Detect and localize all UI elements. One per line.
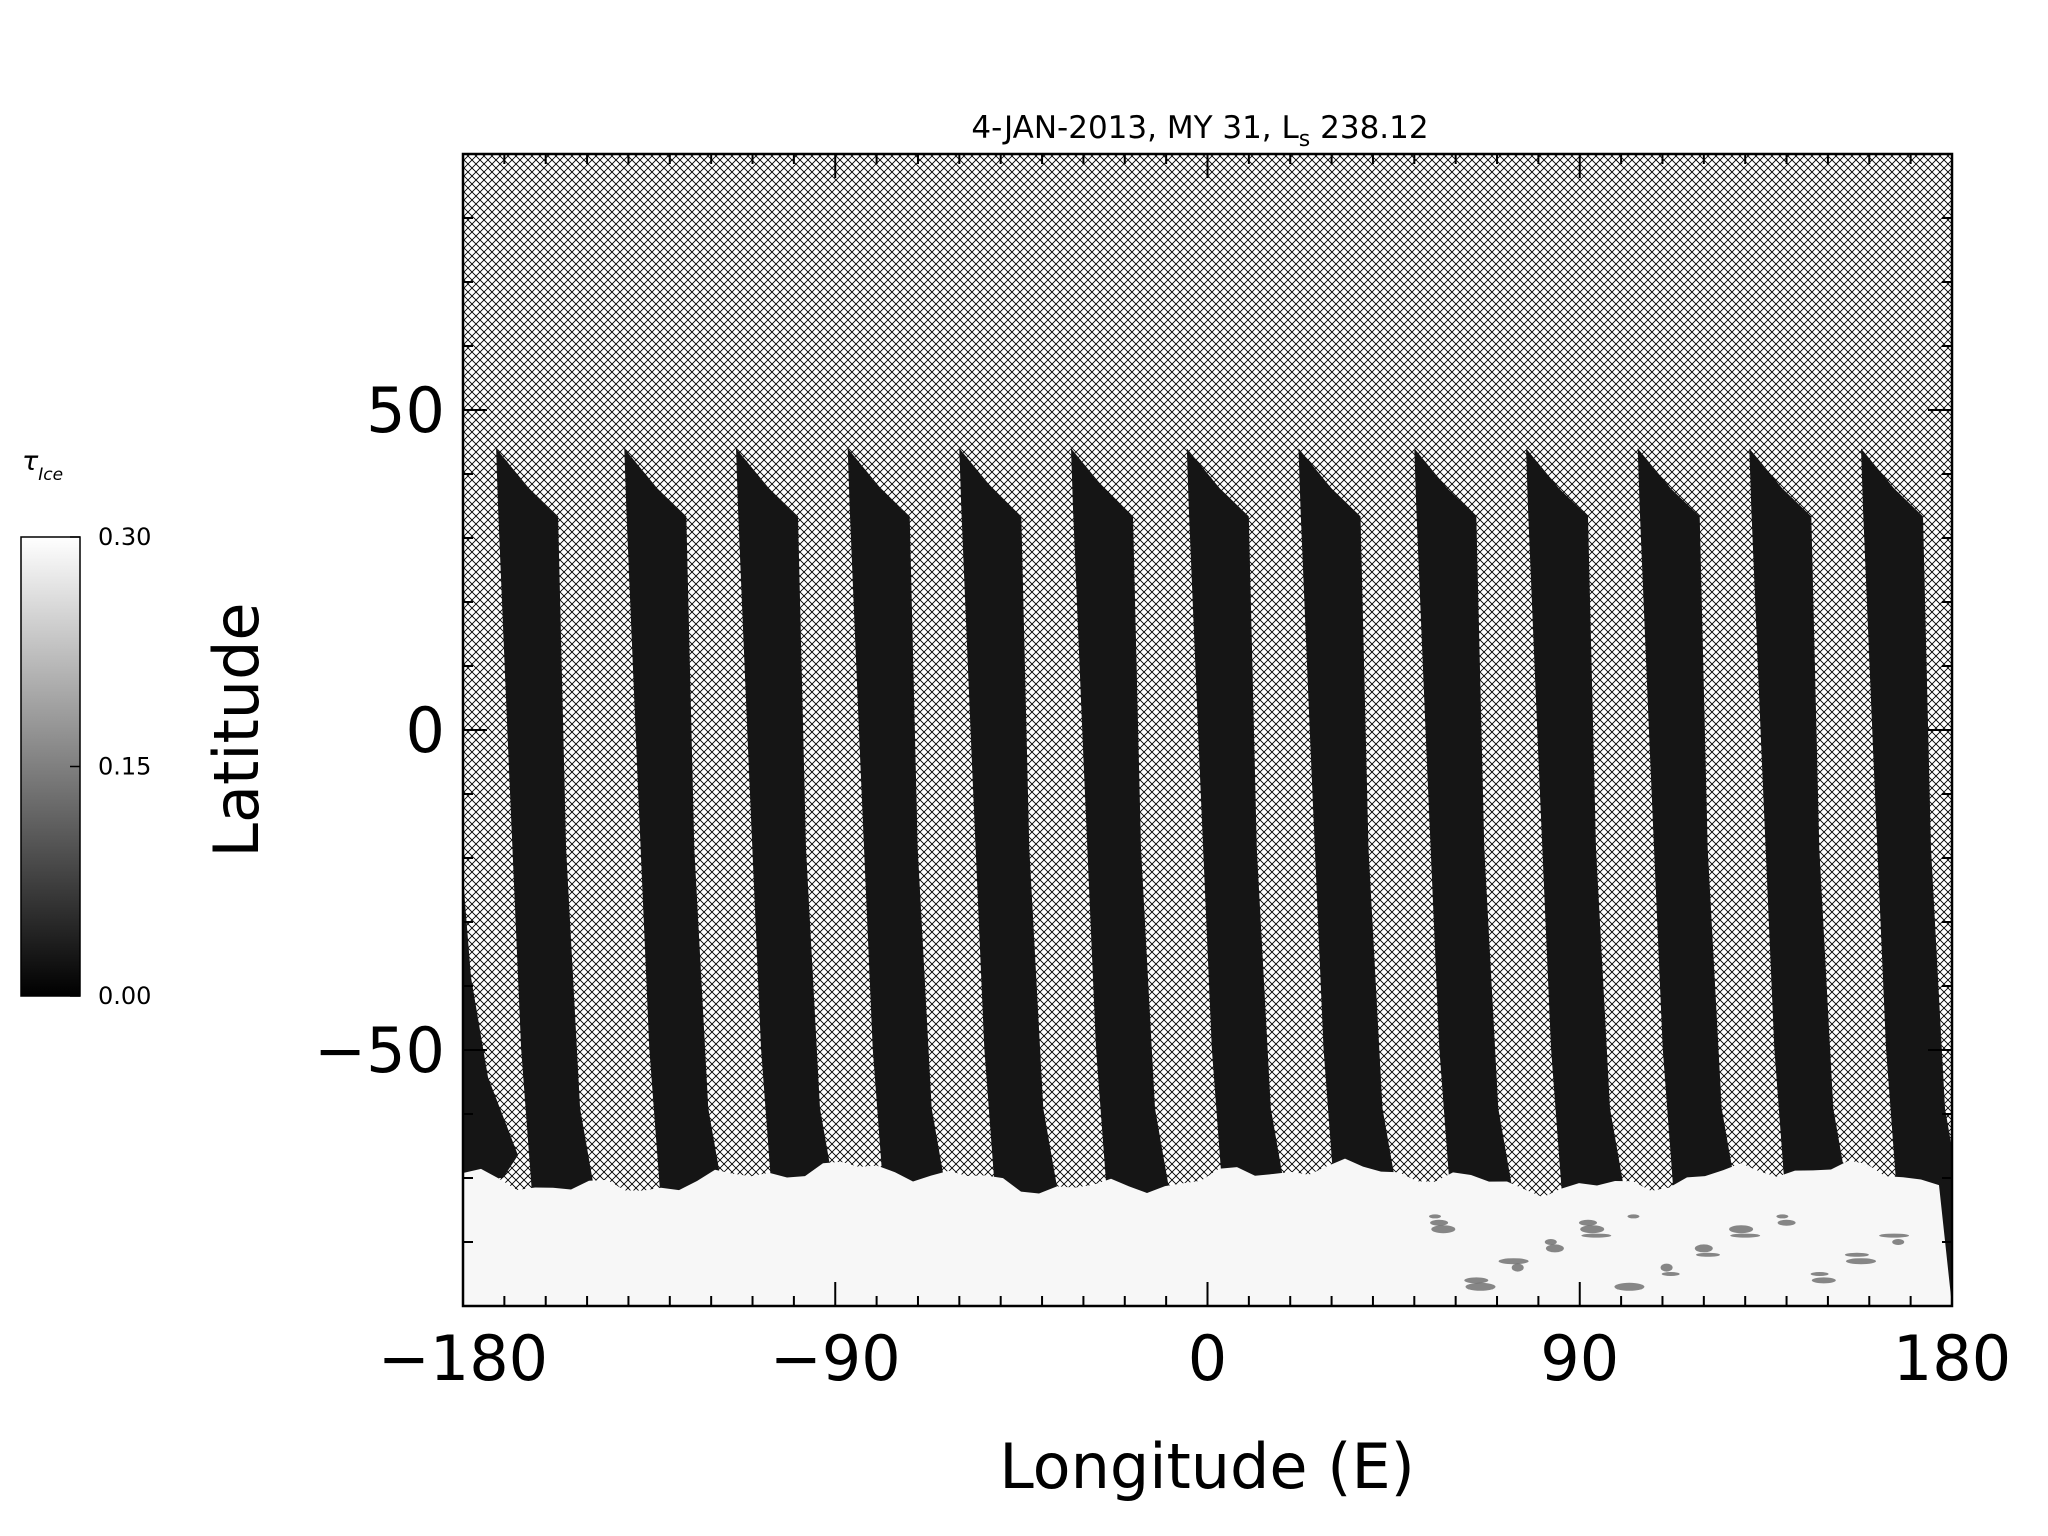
swaths-group: [463, 448, 1952, 1306]
swath-4: [847, 448, 969, 1306]
bright-region-speck: [1660, 1263, 1673, 1272]
colorbar-ticks: 0.00 0.15 0.30: [70, 523, 151, 1010]
colorbar-tick-label: 0.15: [98, 753, 151, 781]
colorbar-tick-label: 0.00: [98, 982, 151, 1010]
swath-7: [1186, 448, 1308, 1306]
bright-region-speck: [1429, 1214, 1441, 1219]
bright-region-speck: [1579, 1219, 1597, 1226]
swath-8: [1298, 448, 1420, 1306]
bright-region-speck: [1879, 1233, 1910, 1238]
bright-region-speck: [1696, 1252, 1720, 1257]
swath-13: [1861, 448, 1952, 1306]
southern-bright-region: [463, 1158, 1952, 1306]
bright-region-speck: [1776, 1214, 1789, 1219]
bright-region-speck: [1511, 1263, 1524, 1272]
x-tick-label: 0: [1188, 1322, 1227, 1395]
x-tick-label: 180: [1893, 1322, 2011, 1395]
bright-region-specks: [1429, 1214, 1910, 1291]
bright-region-speck: [1844, 1252, 1869, 1257]
bright-region-speck: [1581, 1233, 1612, 1238]
y-tick-labels: −50 0 50: [314, 374, 445, 1087]
bright-region-speck: [1777, 1219, 1796, 1226]
bright-region-speck: [1729, 1225, 1754, 1234]
swath-3: [736, 448, 858, 1306]
x-tick-label: −90: [770, 1322, 901, 1395]
bright-region-speck: [1694, 1244, 1713, 1253]
bright-region-speck: [1465, 1282, 1496, 1291]
bright-region-speck: [1498, 1258, 1529, 1265]
bright-region-speck: [1661, 1272, 1680, 1276]
bright-region-speck: [1811, 1277, 1836, 1284]
colorbar-label-symbol: τ: [22, 446, 39, 477]
chart-title-main: 4-JAN-2013, MY 31, L: [971, 110, 1299, 146]
x-axis-label: Longitude (E): [999, 1430, 1415, 1503]
axis-ticks: [462, 153, 1953, 1307]
bright-region-speck: [1846, 1258, 1876, 1265]
bright-region-speck: [1430, 1219, 1449, 1226]
swath-wrap-left: [463, 877, 518, 1178]
bright-region-speck: [1892, 1239, 1905, 1245]
swath-5: [959, 448, 1081, 1306]
y-tick-label: −50: [314, 1014, 445, 1087]
bright-region-speck: [1545, 1244, 1564, 1253]
colorbar-label-subscript: Ice: [38, 465, 63, 485]
chart-title-subscript: s: [1299, 127, 1310, 152]
swath-9: [1414, 448, 1536, 1306]
y-tick-label: 0: [406, 694, 445, 767]
bright-region-speck: [1464, 1277, 1489, 1284]
bright-region-speck: [1614, 1282, 1645, 1291]
y-tick-label: 50: [366, 374, 445, 447]
colorbar-tick-label: 0.30: [98, 523, 151, 551]
x-tick-label: −180: [378, 1322, 548, 1395]
swath-2: [624, 448, 746, 1306]
x-tick-labels: −180 −90 0 90 180: [378, 1322, 2011, 1395]
bright-region-speck: [1544, 1239, 1557, 1245]
swath-12: [1749, 448, 1871, 1306]
swath-11: [1637, 448, 1759, 1306]
colorbar: τIce 0.00 0.15 0.30: [20, 446, 151, 1010]
swath-6: [1071, 448, 1193, 1306]
bright-region-speck: [1730, 1233, 1761, 1238]
colorbar-label: τIce: [22, 446, 63, 485]
bright-region-speck: [1431, 1225, 1456, 1234]
swath-1: [496, 448, 618, 1306]
y-axis-label: Latitude: [200, 602, 273, 857]
bright-region-speck: [1627, 1214, 1640, 1219]
x-tick-label: 90: [1540, 1322, 1619, 1395]
bright-region-speck: [1580, 1225, 1605, 1234]
bright-region-speck: [1810, 1272, 1829, 1276]
chart-title: 4-JAN-2013, MY 31, Ls 238.12: [971, 110, 1428, 152]
swath-10: [1526, 448, 1648, 1306]
chart-title-suffix: 238.12: [1310, 110, 1428, 146]
plot-area: [463, 154, 1952, 1306]
